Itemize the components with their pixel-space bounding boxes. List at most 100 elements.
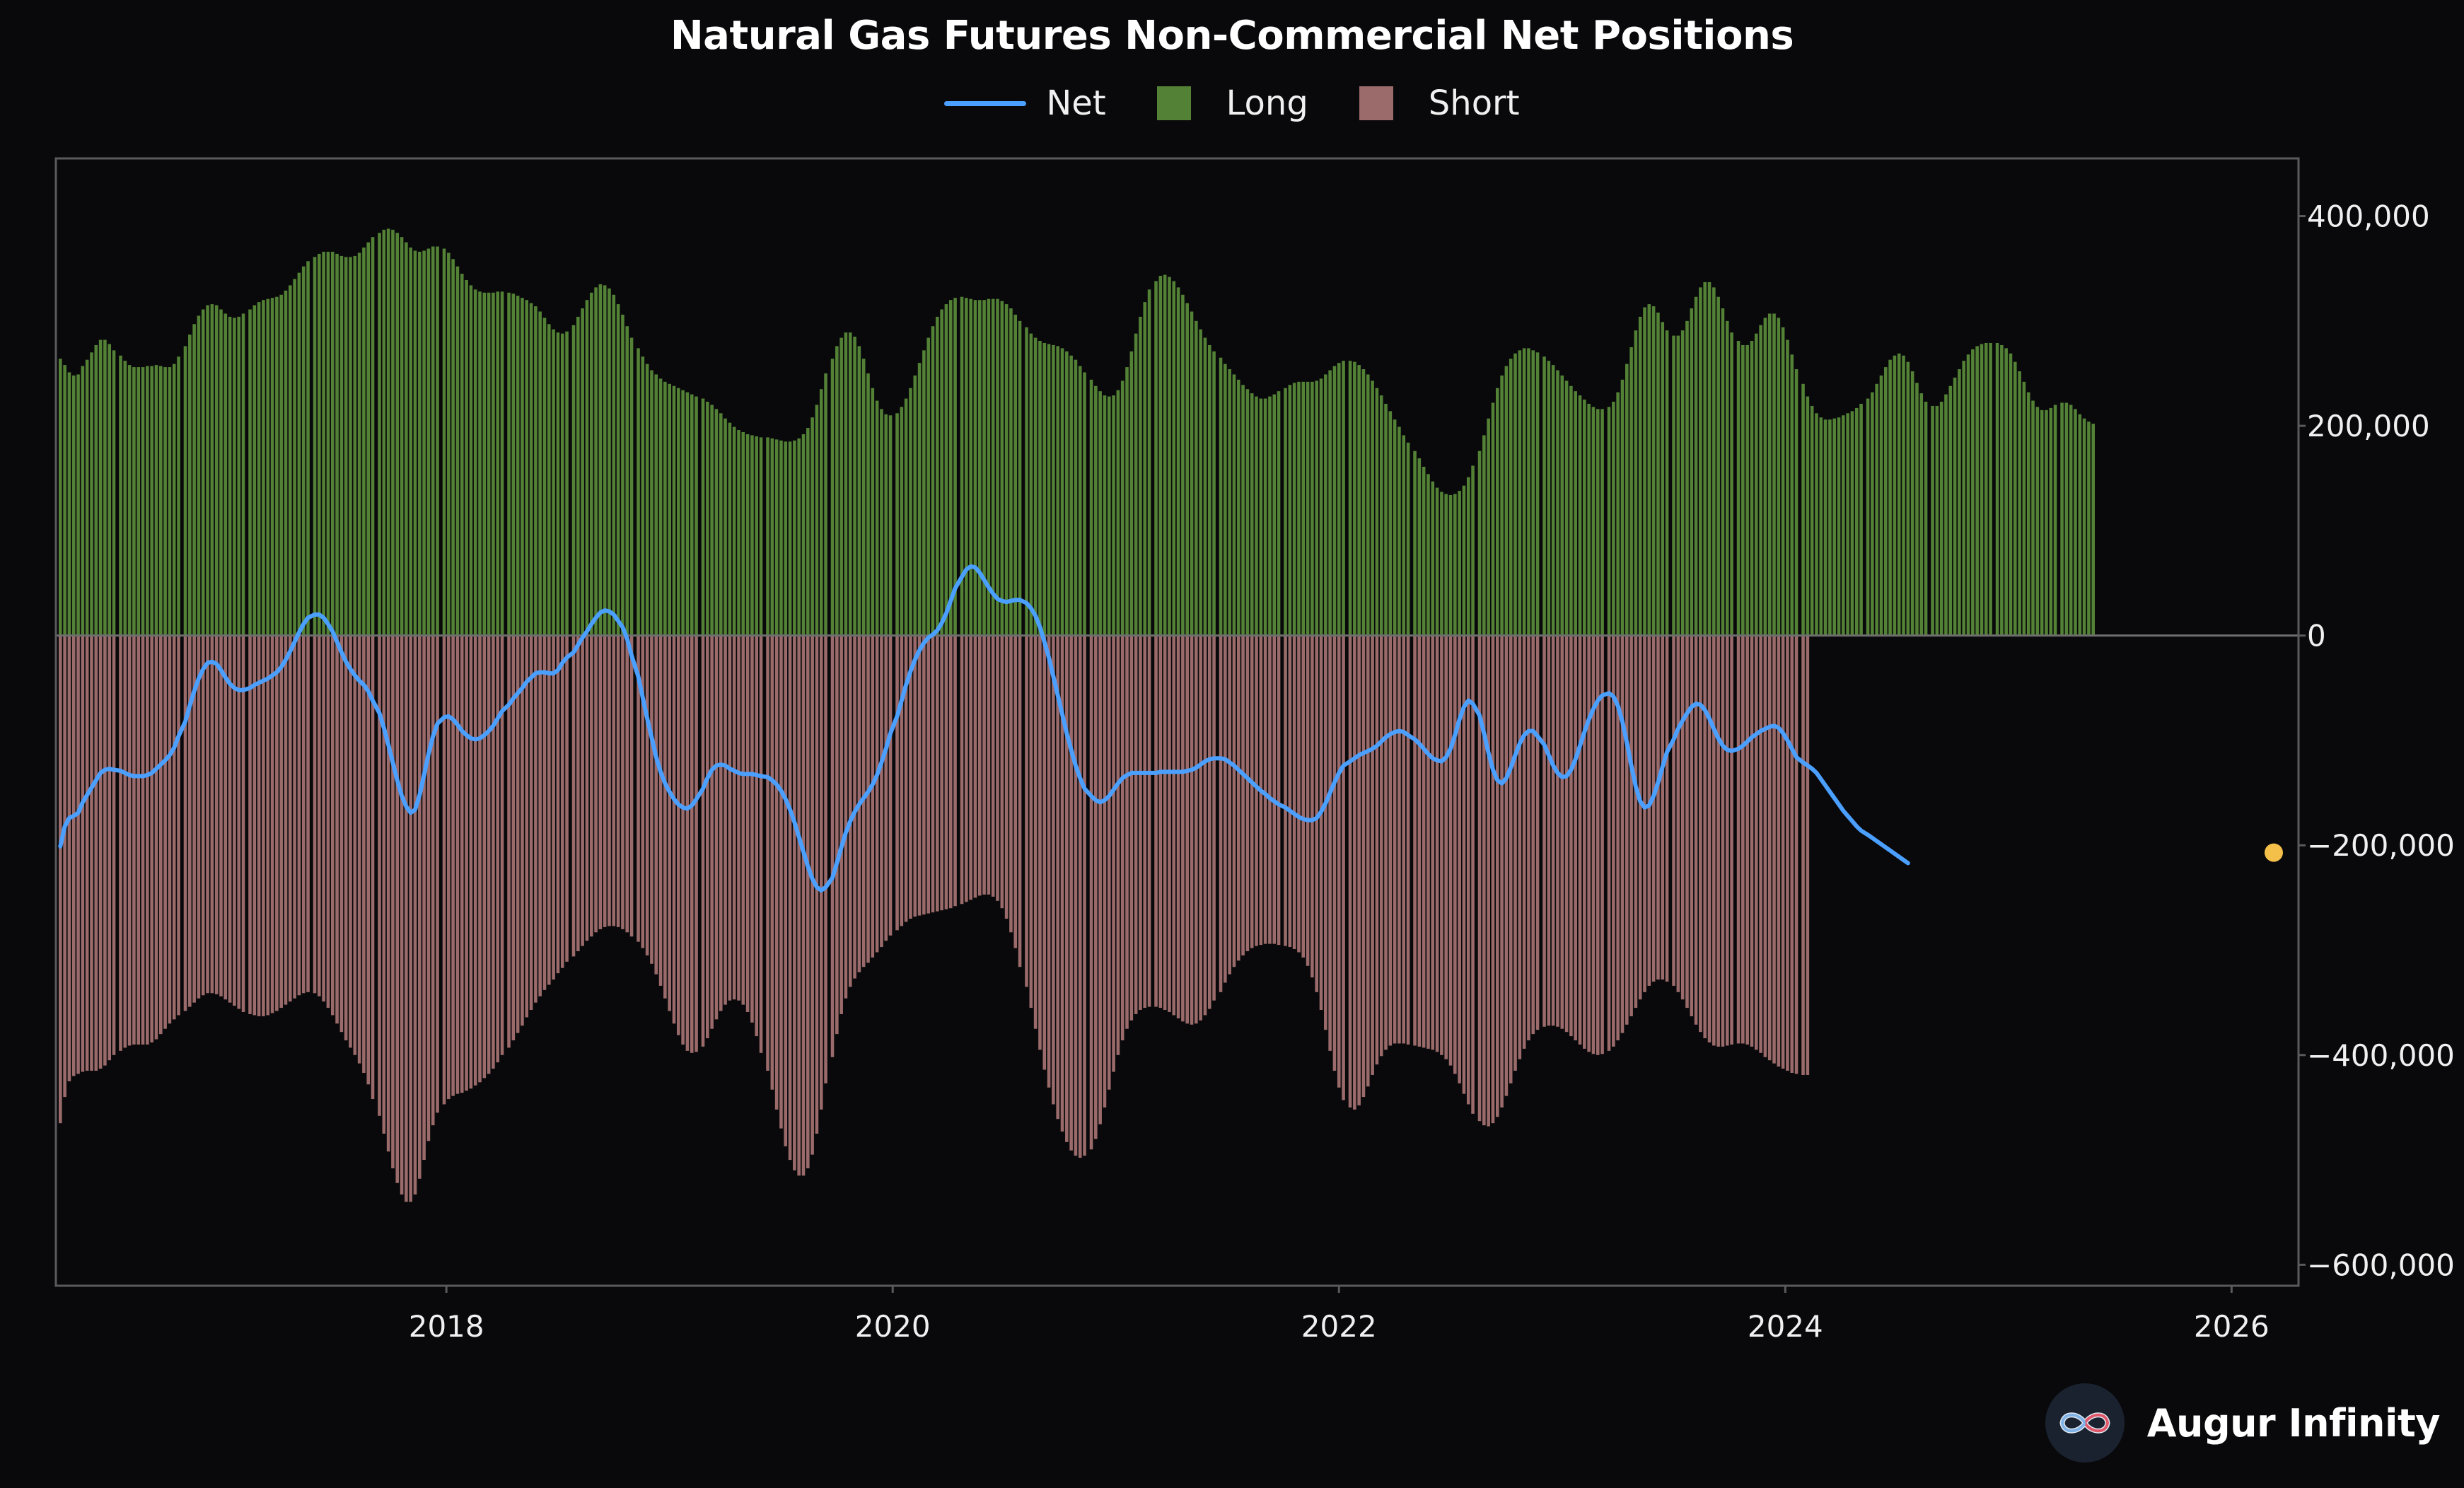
short-bar[interactable]: [1083, 635, 1086, 1156]
short-bar[interactable]: [1661, 635, 1665, 980]
short-bar[interactable]: [270, 635, 274, 1013]
short-bar[interactable]: [1518, 635, 1522, 1059]
long-bar[interactable]: [1268, 396, 1272, 636]
short-bar[interactable]: [1134, 635, 1138, 1014]
long-bar[interactable]: [880, 409, 883, 636]
long-bar[interactable]: [1806, 396, 1810, 636]
long-bar[interactable]: [1458, 491, 1461, 636]
long-bar[interactable]: [496, 291, 500, 636]
short-bar[interactable]: [1397, 635, 1401, 1044]
long-bar[interactable]: [168, 367, 172, 636]
short-bar[interactable]: [779, 635, 783, 1129]
short-bar[interactable]: [904, 635, 908, 922]
short-bar[interactable]: [395, 635, 400, 1183]
long-bar[interactable]: [1241, 385, 1245, 636]
long-bar[interactable]: [81, 366, 85, 636]
long-bar[interactable]: [297, 272, 301, 636]
short-bar[interactable]: [759, 635, 763, 1053]
short-bar[interactable]: [98, 635, 103, 1069]
long-bar[interactable]: [1725, 320, 1729, 636]
short-bar[interactable]: [382, 635, 386, 1134]
long-bar[interactable]: [1984, 342, 1988, 636]
long-bar[interactable]: [1634, 330, 1638, 636]
long-bar[interactable]: [1366, 374, 1370, 636]
short-bar[interactable]: [1163, 635, 1167, 1011]
long-bar[interactable]: [1966, 354, 1970, 636]
long-bar[interactable]: [431, 246, 435, 636]
short-bar[interactable]: [1482, 635, 1486, 1126]
short-bar[interactable]: [1094, 635, 1098, 1139]
short-bar[interactable]: [1232, 635, 1236, 967]
long-bar[interactable]: [913, 375, 917, 636]
long-bar[interactable]: [977, 300, 982, 636]
long-bar[interactable]: [1440, 492, 1443, 636]
long-bar[interactable]: [349, 257, 352, 636]
long-bar[interactable]: [2018, 371, 2021, 636]
long-bar[interactable]: [1250, 393, 1254, 636]
long-bar[interactable]: [1893, 355, 1897, 636]
long-bar[interactable]: [1462, 485, 1466, 636]
short-bar[interactable]: [766, 635, 769, 1071]
short-bar[interactable]: [496, 635, 500, 1063]
long-bar[interactable]: [507, 292, 511, 636]
long-bar[interactable]: [1172, 281, 1176, 636]
short-bar[interactable]: [621, 635, 624, 929]
long-bar[interactable]: [581, 308, 584, 636]
short-bar[interactable]: [884, 635, 888, 941]
long-bar[interactable]: [953, 298, 957, 636]
short-bar[interactable]: [1004, 635, 1009, 919]
short-bar[interactable]: [1703, 635, 1707, 1039]
short-bar[interactable]: [1107, 635, 1111, 1090]
long-bar[interactable]: [1944, 394, 1948, 636]
long-bar[interactable]: [2082, 418, 2086, 636]
long-bar[interactable]: [1422, 466, 1426, 636]
short-bar[interactable]: [123, 635, 127, 1048]
long-bar[interactable]: [1935, 405, 1939, 636]
long-bar[interactable]: [482, 292, 487, 636]
short-bar[interactable]: [672, 635, 676, 1024]
long-bar[interactable]: [197, 315, 201, 636]
net-last-point-marker[interactable]: [2264, 843, 2283, 862]
short-bar[interactable]: [1306, 635, 1310, 966]
short-bar[interactable]: [206, 635, 209, 994]
short-bar[interactable]: [1112, 635, 1115, 1072]
short-bar[interactable]: [960, 635, 964, 905]
long-bar[interactable]: [1120, 380, 1125, 636]
short-bar[interactable]: [1721, 635, 1725, 1047]
long-bar[interactable]: [861, 359, 866, 636]
long-bar[interactable]: [1547, 361, 1551, 636]
short-bar[interactable]: [987, 635, 991, 895]
long-bar[interactable]: [1500, 375, 1504, 636]
long-bar[interactable]: [1556, 370, 1559, 636]
long-bar[interactable]: [1888, 359, 1892, 636]
short-bar[interactable]: [608, 635, 611, 926]
long-bar[interactable]: [76, 374, 80, 636]
long-bar[interactable]: [159, 366, 163, 636]
long-bar[interactable]: [960, 296, 964, 636]
long-bar[interactable]: [965, 298, 968, 636]
short-bar[interactable]: [1647, 635, 1651, 986]
short-bar[interactable]: [1556, 635, 1559, 1027]
long-bar[interactable]: [1651, 306, 1656, 636]
long-bar[interactable]: [313, 257, 317, 636]
long-bar[interactable]: [1328, 370, 1332, 636]
legend-item-net[interactable]: Net: [944, 83, 1106, 123]
short-bar[interactable]: [677, 635, 680, 1035]
long-bar[interactable]: [534, 306, 537, 636]
short-bar[interactable]: [571, 635, 576, 957]
short-bar[interactable]: [188, 635, 192, 1007]
short-bar[interactable]: [371, 635, 375, 1100]
long-bar[interactable]: [163, 367, 167, 636]
short-bar[interactable]: [1245, 635, 1250, 951]
short-bar[interactable]: [810, 635, 814, 1155]
long-bar[interactable]: [1902, 355, 1905, 636]
long-bar[interactable]: [1939, 402, 1943, 636]
short-bar[interactable]: [1453, 635, 1457, 1074]
short-bar[interactable]: [723, 635, 727, 1005]
long-bar[interactable]: [641, 356, 645, 636]
long-bar[interactable]: [371, 237, 375, 636]
short-bar[interactable]: [866, 635, 870, 963]
short-bar[interactable]: [59, 635, 62, 1124]
long-bar[interactable]: [2040, 409, 2044, 636]
long-bar[interactable]: [723, 418, 727, 636]
